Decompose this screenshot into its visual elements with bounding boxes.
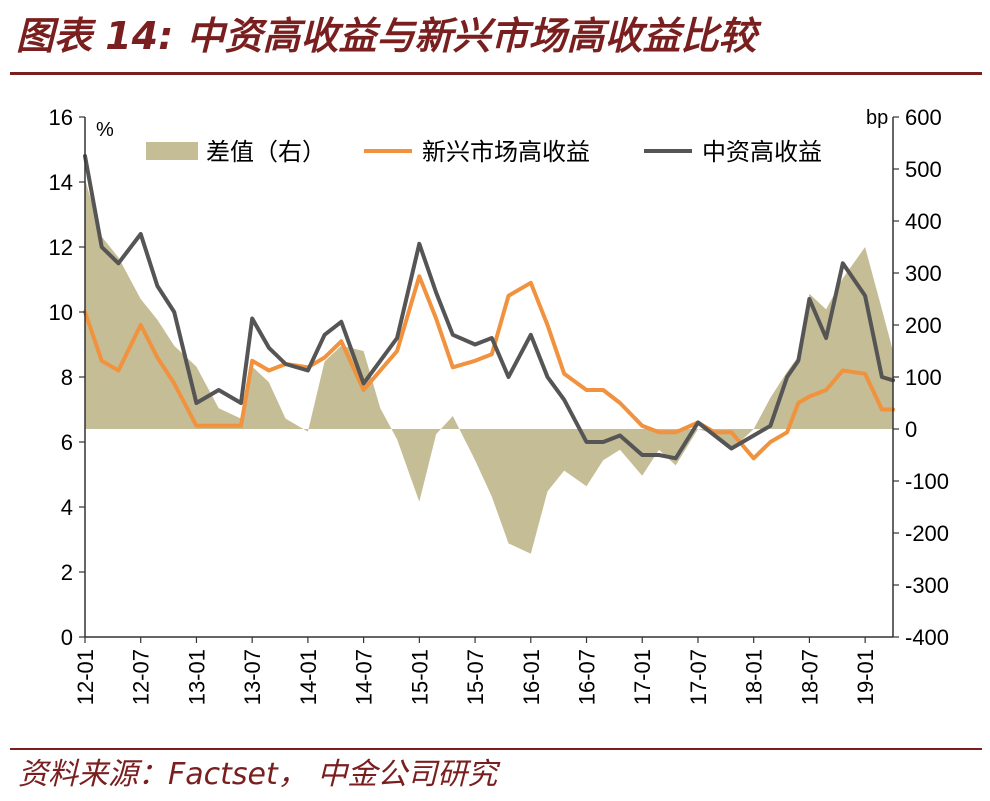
right-tick-label: 400 [905, 209, 942, 234]
series-china-hy-line [83, 154, 895, 461]
x-tick-label: 12-07 [129, 649, 154, 705]
x-tick-label: 16-07 [575, 649, 600, 705]
right-tick-label: -100 [905, 469, 949, 494]
plot-area [83, 154, 895, 554]
right-axis-unit: bp [866, 107, 888, 129]
x-tick-label: 17-01 [630, 649, 655, 705]
legend-label-china: 中资高收益 [702, 138, 822, 166]
title-rule [10, 72, 982, 75]
series-diff-area [85, 179, 893, 554]
series-em-hy-line [83, 274, 895, 461]
x-tick-label: 18-01 [742, 649, 767, 705]
x-tick-label: 14-07 [352, 649, 377, 705]
right-tick-label: 300 [905, 261, 942, 286]
x-tick-label: 13-01 [184, 649, 209, 705]
left-axis-unit: % [96, 119, 114, 141]
legend-label-diff: 差值（右） [206, 138, 326, 166]
left-tick-label: 16 [49, 105, 73, 130]
left-tick-label: 6 [61, 430, 73, 455]
right-tick-label: 600 [905, 105, 942, 130]
right-tick-label: 500 [905, 157, 942, 182]
x-tick-label: 15-01 [407, 649, 432, 705]
legend-label-em: 新兴市场高收益 [422, 138, 590, 166]
x-tick-label: 14-01 [296, 649, 321, 705]
x-tick-label: 15-07 [463, 649, 488, 705]
left-tick-label: 8 [61, 365, 73, 390]
legend: 差值（右） 新兴市场高收益 中资高收益 [146, 138, 822, 166]
right-tick-label: -300 [905, 573, 949, 598]
left-tick-label: 4 [61, 495, 73, 520]
right-tick-label: -400 [905, 625, 949, 650]
left-tick-label: 14 [49, 170, 73, 195]
legend-swatch-diff [146, 142, 198, 160]
axes: 0 2 4 6 8 10 12 14 16 -400 -300 -200 -100 0 100 200 300 4… [49, 105, 950, 705]
right-tick-label: 0 [905, 417, 917, 442]
left-tick-label: 2 [61, 560, 73, 585]
x-tick-label: 18-07 [797, 649, 822, 705]
source-note: 资料来源：Factset， 中金公司研究 [18, 757, 498, 792]
x-tick-label: 19-01 [853, 649, 878, 705]
source-rule [10, 748, 982, 750]
x-tick-label: 13-07 [240, 649, 265, 705]
right-tick-label: 100 [905, 365, 942, 390]
left-tick-label: 10 [49, 300, 73, 325]
x-tick-label: 12-01 [73, 649, 98, 705]
right-tick-label: 200 [905, 313, 942, 338]
x-tick-label: 17-07 [686, 649, 711, 705]
x-tick-label: 16-01 [519, 649, 544, 705]
left-tick-label: 12 [49, 235, 73, 260]
left-tick-label: 0 [61, 625, 73, 650]
right-tick-label: -200 [905, 521, 949, 546]
figure-title: 图表 14: 中资高收益与新兴市场高收益比较 [16, 14, 757, 58]
